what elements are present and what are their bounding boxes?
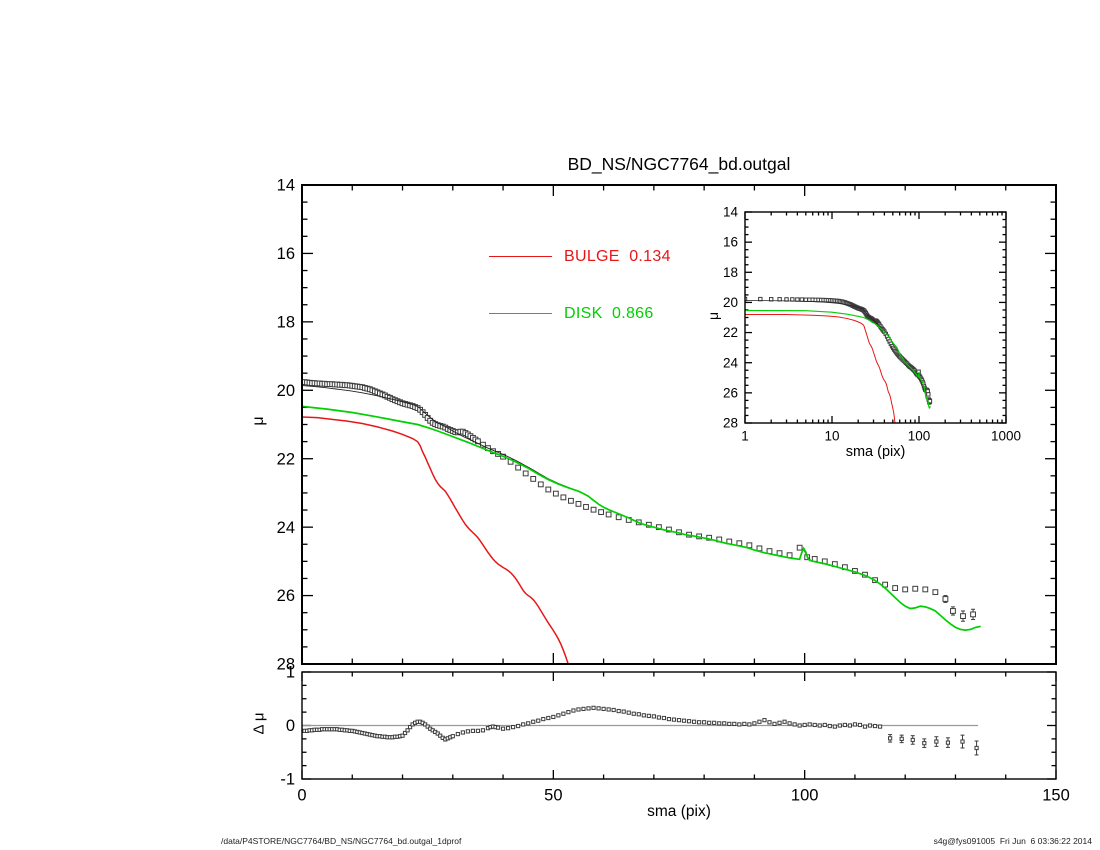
res-panel: 10-10 50 100 150 [280,664,1069,805]
tick-label: 26 [277,587,295,605]
tick-label: 28 [277,656,295,674]
tick-label: 150 [1042,787,1070,805]
res-tick-labels: 10-10 50 100 150 [280,664,1069,805]
main-disk-curve [302,405,981,631]
tick-label: 20 [723,295,738,310]
tick-label: 16 [277,245,295,263]
tick-label: 22 [723,325,738,340]
bulge-line-swatch [489,256,552,257]
tick-label: 50 [544,787,562,805]
tick-label: 22 [277,450,295,468]
tick-label: 20 [277,382,295,400]
tick-label: 26 [723,385,738,400]
bottom-x-axis-label: sma (pix) [647,803,711,820]
res-frame [301,671,1057,780]
tick-label: 1000 [991,429,1021,444]
tick-label: 0 [286,717,295,735]
inset-disk-curve [745,309,931,409]
tick-label: -1 [280,771,295,789]
res-data-points [888,734,979,756]
inset-tick-labels: 14 16 18 20 22 24 26 281 10 100 1000 [723,205,1021,444]
main-frame [301,184,1057,665]
tick-label: 100 [791,787,819,805]
legend-entry-bulge: BULGE 0.134 [489,246,671,267]
legend-label-bulge: BULGE 0.134 [564,247,671,265]
tick-label: 0 [297,787,306,805]
inset-data-points [745,296,933,405]
tick-label: 14 [277,177,295,195]
tick-label: 24 [723,355,739,370]
main-data-points [302,379,976,622]
main-bulge-curve [302,416,569,664]
main-panel: 14 16 18 20 22 24 26 28 [277,177,1057,674]
inset-x-axis-label: sma (pix) [845,444,906,460]
tick-label: 24 [277,519,295,537]
inset-y-axis-label: μ [705,311,721,321]
page-title: BD_NS/NGC7764_bd.outgal [567,154,791,174]
main-tick-labels: 14 16 18 20 22 24 26 28 [277,177,295,674]
inset-ticks [744,211,1007,424]
disk-line-swatch [489,313,552,314]
tick-label: 1 [286,664,295,682]
legend-label-disk: DISK 0.866 [564,304,654,322]
tick-label: 28 [723,416,738,431]
inset-panel: 14 16 18 20 22 24 26 281 10 100 1000 [723,205,1021,444]
tick-label: 1 [741,429,749,444]
res-data-points [302,705,883,742]
inset-frame [744,211,1007,424]
tick-label: 18 [723,265,738,280]
tick-label: 18 [277,313,295,331]
footer-user-timestamp: s4g@fys091005 Fri Jun 6 03:36:22 2014 [933,836,1092,846]
legend: BULGE 0.134 DISK 0.866 [489,210,671,360]
footer-file-path: /data/P4STORE/NGC7764/BD_NS/NGC7764_bd.o… [221,836,462,846]
tick-label: 14 [723,205,739,220]
residual-y-axis-label: Δ μ [250,712,268,735]
tick-label: 10 [824,429,839,444]
legend-entry-disk: DISK 0.866 [489,303,671,324]
inset-bulge-curve [745,313,896,423]
main-y-axis-label: μ [250,416,267,426]
tick-label: 16 [723,235,738,250]
tick-label: 100 [908,429,931,444]
